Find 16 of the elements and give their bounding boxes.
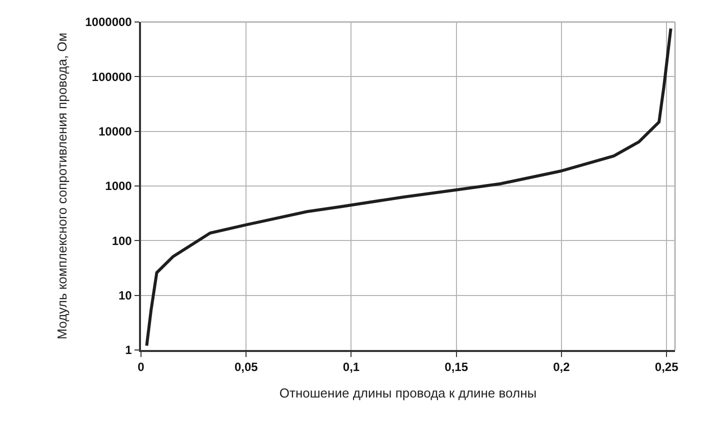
x-tick-label: 0 xyxy=(138,360,145,374)
x-tick-label: 0,1 xyxy=(342,360,360,374)
y-tick-label: 1 xyxy=(125,343,132,358)
x-tick-label: 0,15 xyxy=(444,360,468,374)
x-tick-label: 0,05 xyxy=(234,360,258,374)
x-axis-title: Отношение длины провода к длине волны xyxy=(279,385,537,400)
y-tick-label: 1000 xyxy=(105,179,132,194)
y-tick-label: 100 xyxy=(112,234,132,248)
y-tick-label: 1000000 xyxy=(85,15,132,30)
x-tick-label: 0,2 xyxy=(553,360,570,374)
y-tick-label: 10 xyxy=(118,288,132,303)
y-tick-label: 10000 xyxy=(98,124,132,139)
line-series xyxy=(145,27,672,348)
x-tick-label: 0,25 xyxy=(654,360,679,374)
y-axis-title: Модуль комплексного сопротивления провода, Ом xyxy=(54,32,70,340)
y-tick-label: 100000 xyxy=(92,70,132,84)
